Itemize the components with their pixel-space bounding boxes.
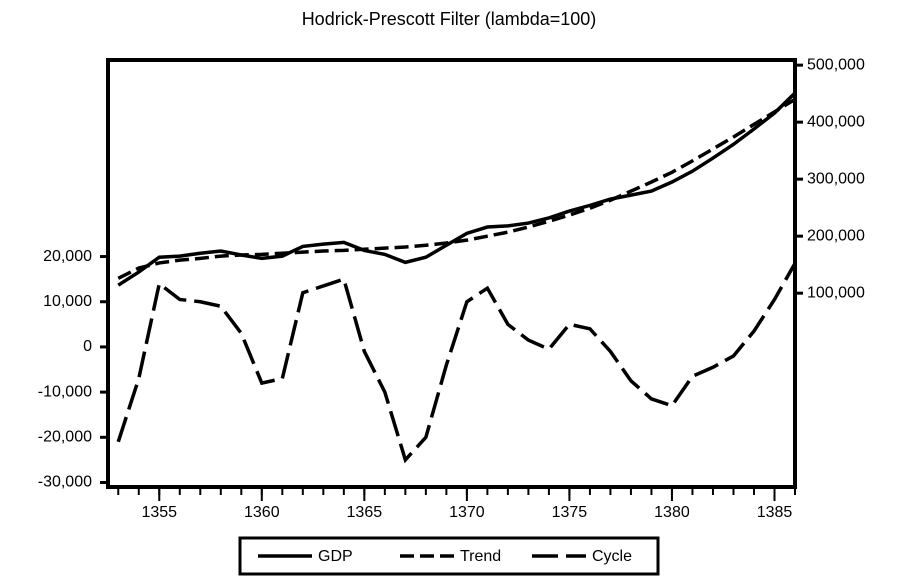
y2-tick-label: 100,000 <box>807 284 865 301</box>
legend-label: Trend <box>460 548 501 565</box>
y-tick-label: 0 <box>83 338 92 355</box>
y2-tick-label: 400,000 <box>807 113 865 130</box>
x-tick-label: 1380 <box>654 504 690 521</box>
chart-title: Hodrick-Prescott Filter (lambda=100) <box>302 9 597 29</box>
chart: Hodrick-Prescott Filter (lambda=100) -30… <box>0 0 898 576</box>
x-tick-label: 1375 <box>552 504 588 521</box>
legend-label: GDP <box>318 548 353 565</box>
legend-label: Cycle <box>592 548 632 565</box>
y2-tick-label: 200,000 <box>807 227 865 244</box>
y-tick-label: -10,000 <box>38 383 92 400</box>
x-tick-label: 1370 <box>449 504 485 521</box>
y2-tick-label: 500,000 <box>807 56 865 73</box>
y-tick-label: 20,000 <box>43 248 92 265</box>
series-line <box>118 263 795 460</box>
x-tick-label: 1385 <box>757 504 793 521</box>
y-tick-label: -30,000 <box>38 474 92 491</box>
x-tick-label: 1360 <box>244 504 280 521</box>
y-tick-label: -20,000 <box>38 429 92 446</box>
plot-frame <box>108 60 795 487</box>
x-tick-label: 1355 <box>141 504 177 521</box>
y2-tick-label: 300,000 <box>807 170 865 187</box>
x-tick-label: 1365 <box>347 504 383 521</box>
y-tick-label: 10,000 <box>43 293 92 310</box>
